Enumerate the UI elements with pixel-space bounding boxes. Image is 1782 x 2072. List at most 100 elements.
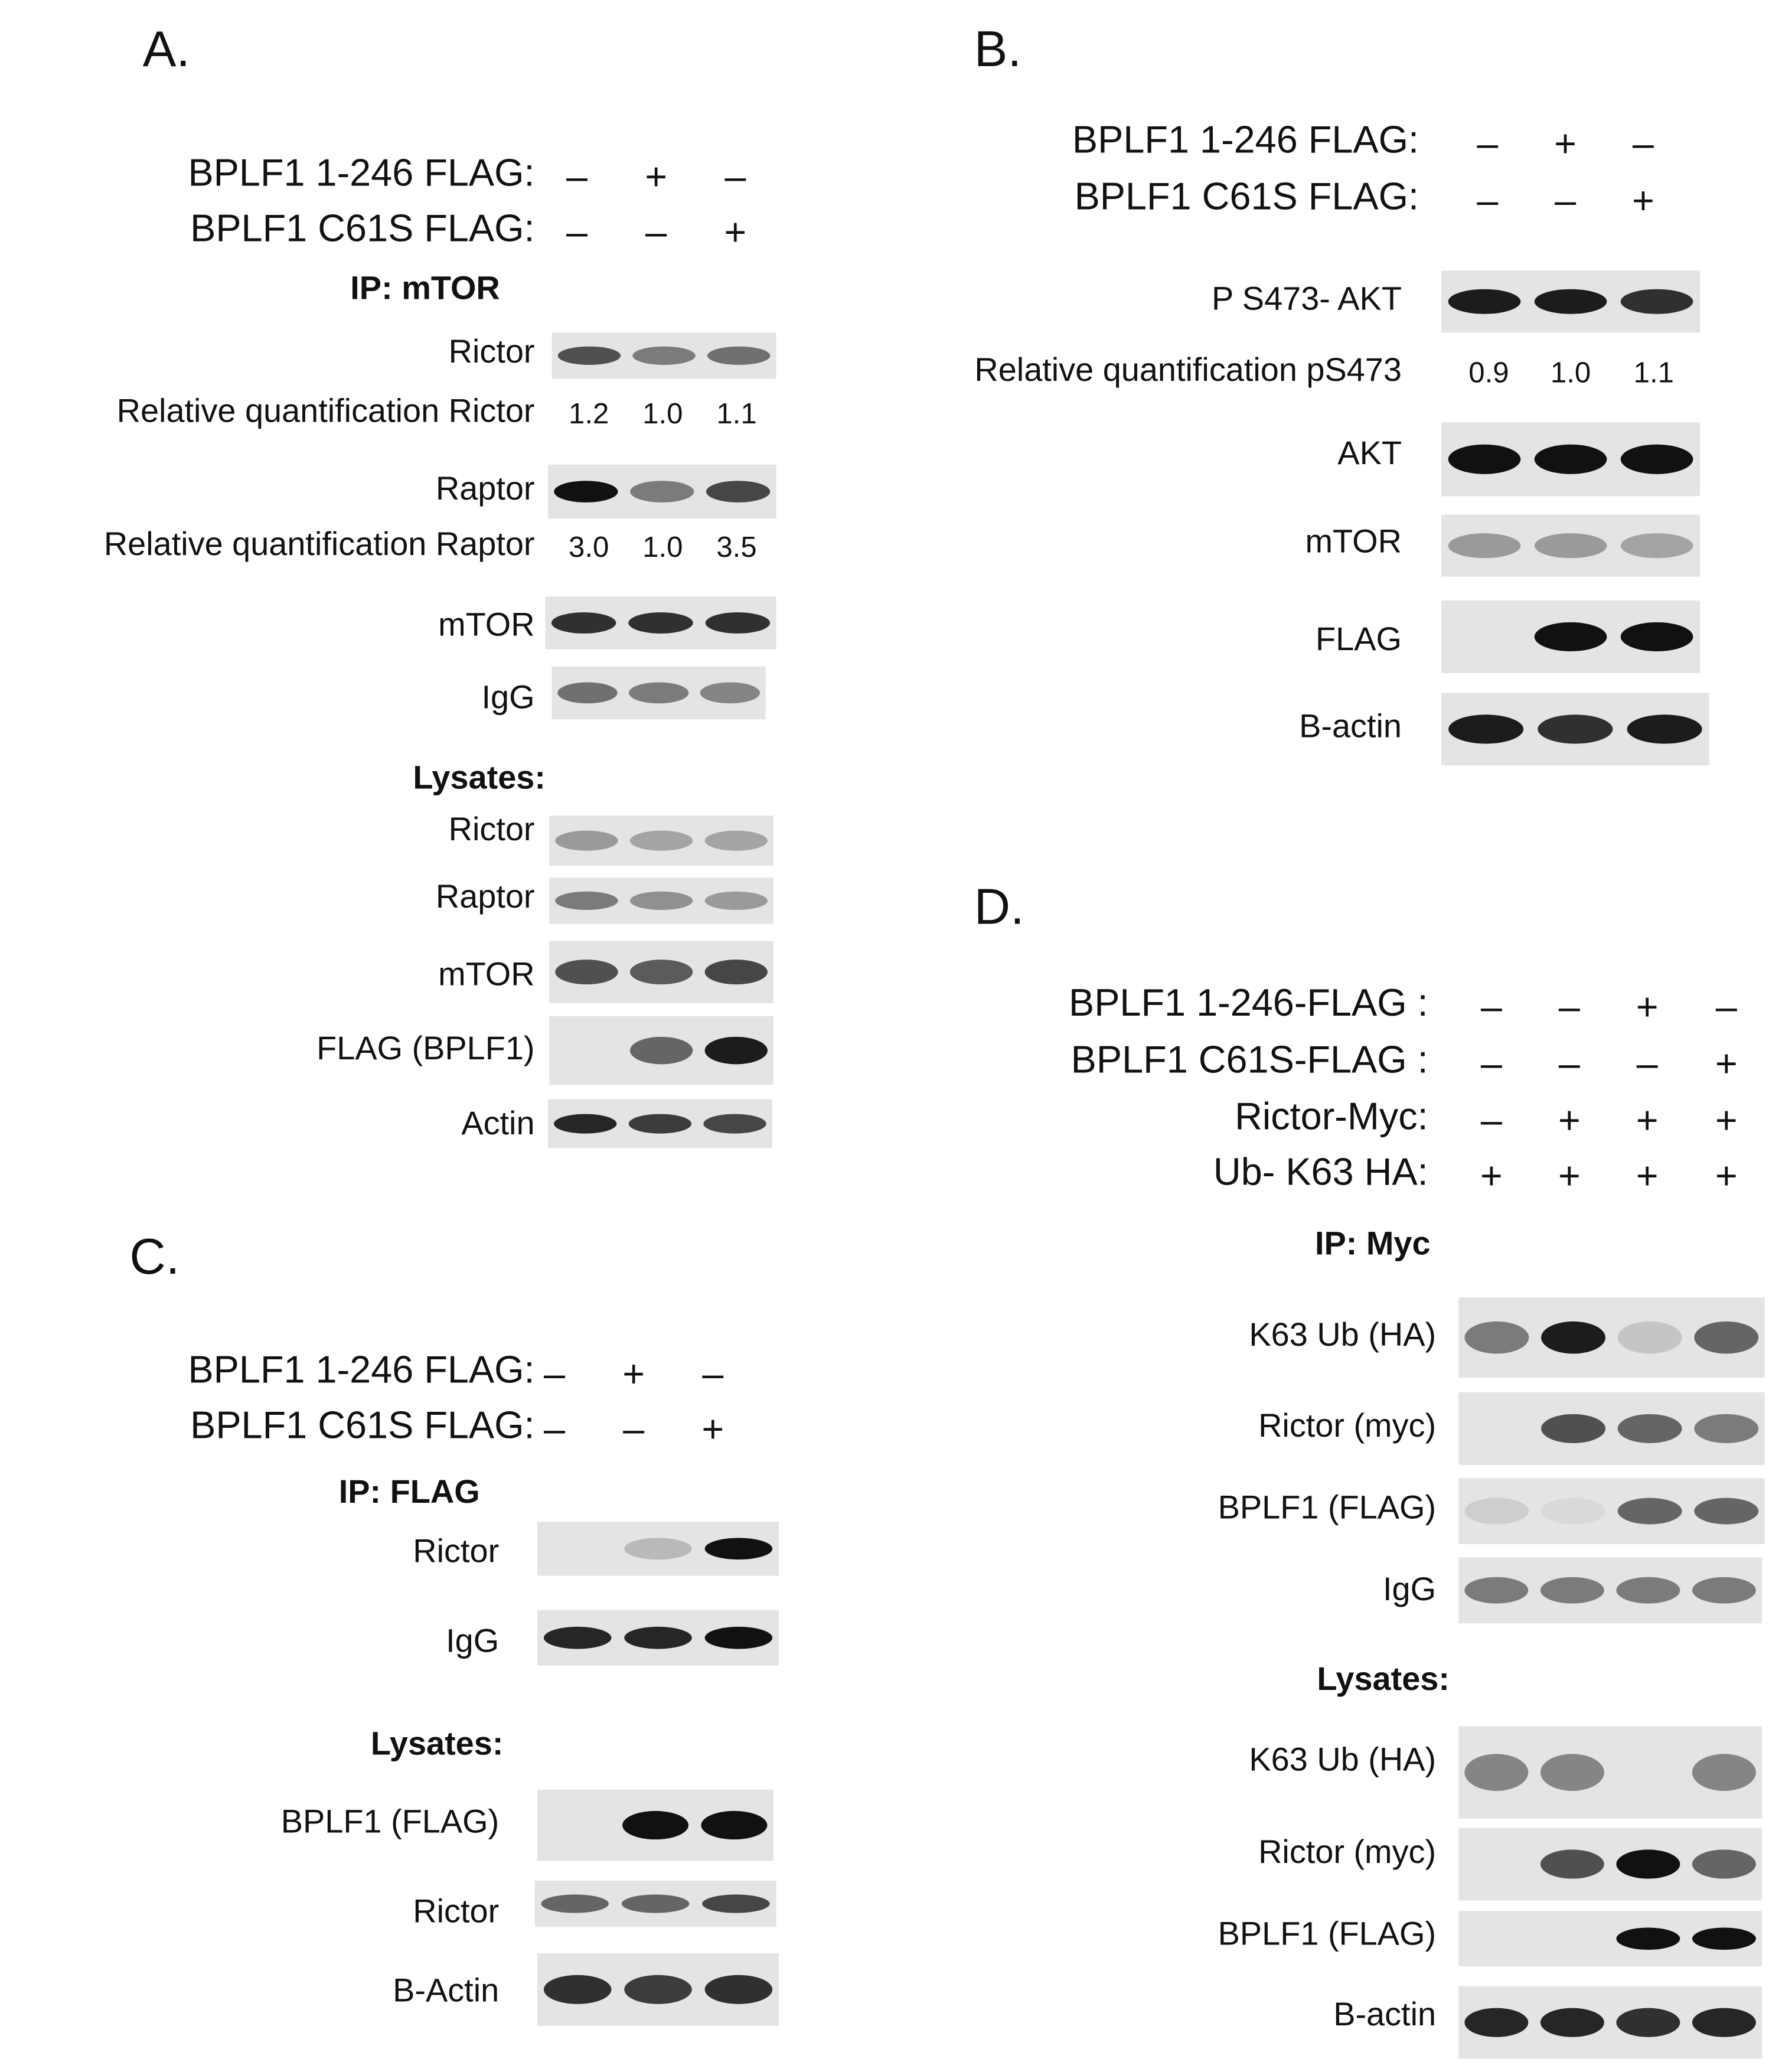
condition-sign: +: [1636, 1098, 1659, 1141]
condition-sign: +: [1558, 1154, 1581, 1197]
band: [1448, 533, 1521, 559]
blot-label: K63 Ub (HA): [1249, 1741, 1436, 1778]
band: [1692, 1754, 1756, 1791]
band: [551, 612, 616, 634]
band: [1464, 2008, 1529, 2037]
blot-label: B-actin: [1333, 1995, 1436, 2032]
condition-sign: +: [1715, 1042, 1738, 1085]
quantification-value: 1.2: [569, 397, 609, 430]
condition-sign: –: [1481, 1042, 1502, 1085]
blot-label: Rictor: [449, 332, 535, 370]
band: [1694, 1321, 1759, 1354]
blot-label: Rictor: [449, 810, 535, 847]
condition-label: BPLF1 C61S FLAG:: [1075, 175, 1419, 218]
condition-sign: +: [701, 1407, 724, 1450]
band: [621, 1894, 690, 1913]
blot-label: Rictor: [413, 1892, 499, 1930]
condition-sign: +: [1480, 1154, 1503, 1197]
band: [700, 682, 761, 704]
section-heading: IP: Myc: [1315, 1225, 1431, 1262]
blot-label: IgG: [446, 1621, 499, 1659]
band: [1620, 444, 1693, 474]
blot-label: Rictor (myc): [1258, 1833, 1436, 1870]
band: [704, 830, 768, 851]
blot-label: FLAG: [1316, 620, 1402, 657]
blot-label: mTOR: [438, 605, 534, 642]
panel: C.BPLF1 1-246 FLAG: – + –BPLF1 C61S FLAG: – –…: [129, 1228, 779, 2026]
blot-label: AKT: [1337, 434, 1402, 471]
band: [1541, 1321, 1605, 1354]
panel: A.BPLF1 1-246 FLAG: – + –BPLF1 C61S FLAG: – –…: [104, 21, 776, 1148]
band: [624, 1538, 692, 1560]
condition-label: Ub- K63 HA:: [1213, 1150, 1428, 1193]
condition-sign: +: [622, 1352, 645, 1395]
condition-sign: –: [1555, 178, 1576, 221]
blot-label: P S473- AKT: [1212, 279, 1402, 316]
panel-letter: C.: [129, 1228, 179, 1284]
condition-label: BPLF1 1-246-FLAG :: [1069, 981, 1428, 1024]
band: [1627, 714, 1702, 744]
blot-label: Raptor: [436, 469, 535, 507]
panel: B. BPLF1 1-246 FLAG: – + – BPLF1 C61S FLAG: – –…: [974, 21, 1709, 766]
band: [703, 1114, 766, 1134]
blot: [1458, 1726, 1763, 1819]
band: [1534, 622, 1607, 651]
band: [628, 1114, 692, 1134]
condition-sign: –: [544, 1352, 565, 1395]
blot-label: BPLF1 (FLAG): [1218, 1489, 1436, 1526]
band: [1616, 1927, 1680, 1950]
band: [1620, 289, 1693, 314]
band: [1540, 1849, 1604, 1879]
band: [1617, 1414, 1682, 1444]
band: [1692, 2008, 1756, 2037]
condition-sign: +: [724, 210, 746, 253]
condition-label: BPLF1 1-246 FLAG:: [1072, 118, 1419, 161]
band: [1448, 444, 1521, 474]
band: [1540, 1577, 1604, 1604]
blot-label: BPLF1 (FLAG): [1218, 1915, 1436, 1952]
condition-sign: –: [702, 1352, 723, 1395]
band: [1540, 1754, 1604, 1791]
band: [1616, 1577, 1680, 1604]
band: [1620, 533, 1693, 559]
band: [541, 1894, 609, 1913]
band: [1617, 1497, 1682, 1525]
band: [1617, 1321, 1682, 1354]
band: [701, 1810, 768, 1840]
quantification-value: 3.0: [569, 531, 609, 563]
condition-sign: +: [645, 155, 667, 198]
blot-label: mTOR: [1306, 523, 1402, 560]
band: [1534, 444, 1607, 474]
condition-sign: –: [566, 155, 588, 198]
band: [1464, 1497, 1529, 1525]
blot: [549, 815, 774, 866]
section-heading: IP: FLAG: [339, 1473, 480, 1510]
band: [704, 1538, 773, 1560]
quantification-value: 1.1: [716, 397, 756, 430]
band: [1448, 714, 1524, 744]
blot-label: B-actin: [1299, 707, 1402, 745]
band: [630, 481, 694, 502]
condition-sign: –: [1481, 1098, 1502, 1141]
blot-label: BPLF1 (FLAG): [281, 1803, 499, 1840]
band: [554, 1114, 617, 1134]
condition-sign: +: [1554, 122, 1577, 165]
quantification-label: Relative quantification pS473: [974, 351, 1402, 388]
band: [557, 682, 618, 704]
band: [1464, 1321, 1529, 1354]
band: [1692, 1849, 1756, 1879]
quantification-value: 0.9: [1468, 357, 1509, 389]
band: [1464, 1754, 1529, 1791]
section-heading: Lysates:: [1317, 1660, 1450, 1697]
band: [1448, 289, 1521, 314]
condition-sign: –: [1637, 1042, 1658, 1085]
section-heading: Lysates:: [413, 759, 546, 796]
band: [1541, 1497, 1605, 1525]
band: [1692, 1927, 1756, 1950]
band: [706, 481, 771, 502]
band: [1692, 1577, 1756, 1604]
band: [1540, 2008, 1604, 2037]
quantification-label: Relative quantification Raptor: [104, 525, 535, 562]
